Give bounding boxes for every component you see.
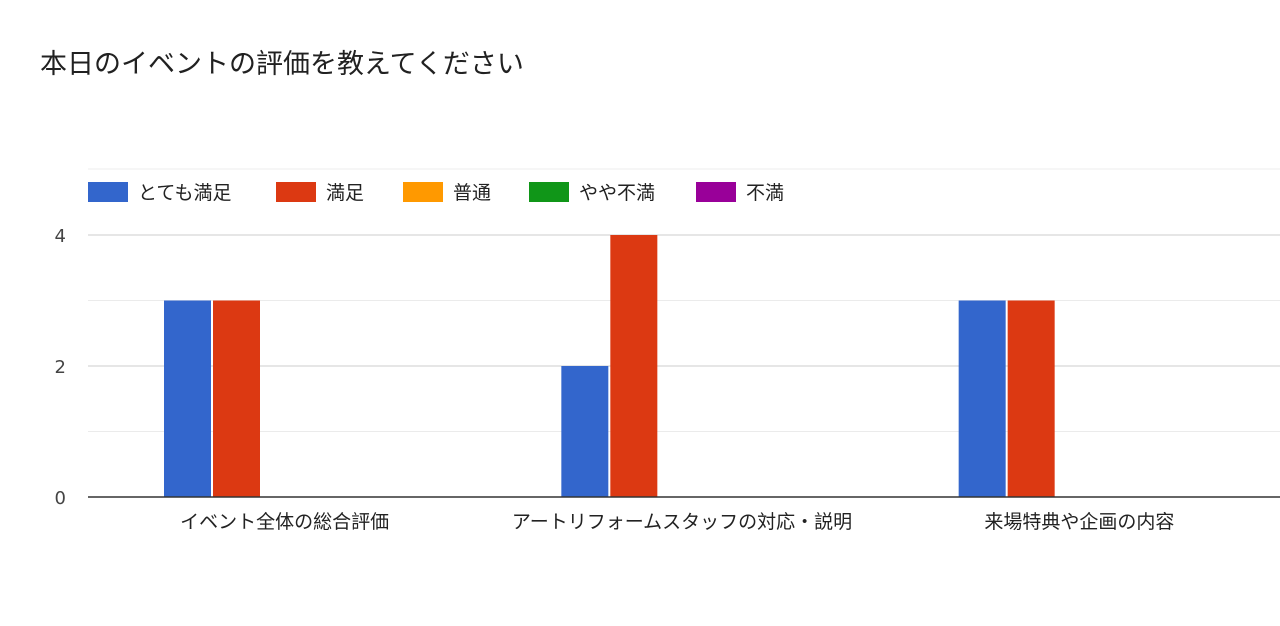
legend: とても満足 満足 普通 やや不満 不満 (88, 182, 784, 204)
legend-swatch (276, 182, 316, 202)
chart-title: 本日のイベントの評価を教えてください (40, 49, 524, 80)
y-tick-label: 4 (55, 226, 66, 247)
legend-label: やや不満 (579, 182, 655, 204)
x-category-label: 来場特典や企画の内容 (984, 511, 1174, 533)
y-tick-label: 2 (55, 357, 66, 378)
gridlines (88, 168, 1280, 432)
bar (1007, 300, 1055, 497)
x-category-label: アートリフォームスタッフの対応・説明 (512, 511, 852, 533)
bar (610, 235, 658, 497)
bar (213, 300, 260, 497)
legend-label: 満足 (326, 182, 364, 204)
legend-label: 普通 (453, 182, 491, 204)
legend-label: とても満足 (138, 182, 231, 204)
bar (958, 300, 1006, 497)
x-category-label: イベント全体の総合評価 (180, 511, 389, 533)
bar (164, 300, 211, 497)
bar (561, 366, 609, 497)
bars (164, 235, 1055, 497)
legend-swatch (529, 182, 569, 202)
y-tick-label: 0 (55, 488, 66, 509)
legend-label: 不満 (746, 182, 784, 204)
axes: 0 2 4 イベント全体の総合評価 アートリフォームスタッフの対応・説明 来場特典や企画の… (55, 226, 1280, 533)
legend-swatch (696, 182, 736, 202)
legend-swatch (403, 182, 443, 202)
legend-swatch (88, 182, 128, 202)
